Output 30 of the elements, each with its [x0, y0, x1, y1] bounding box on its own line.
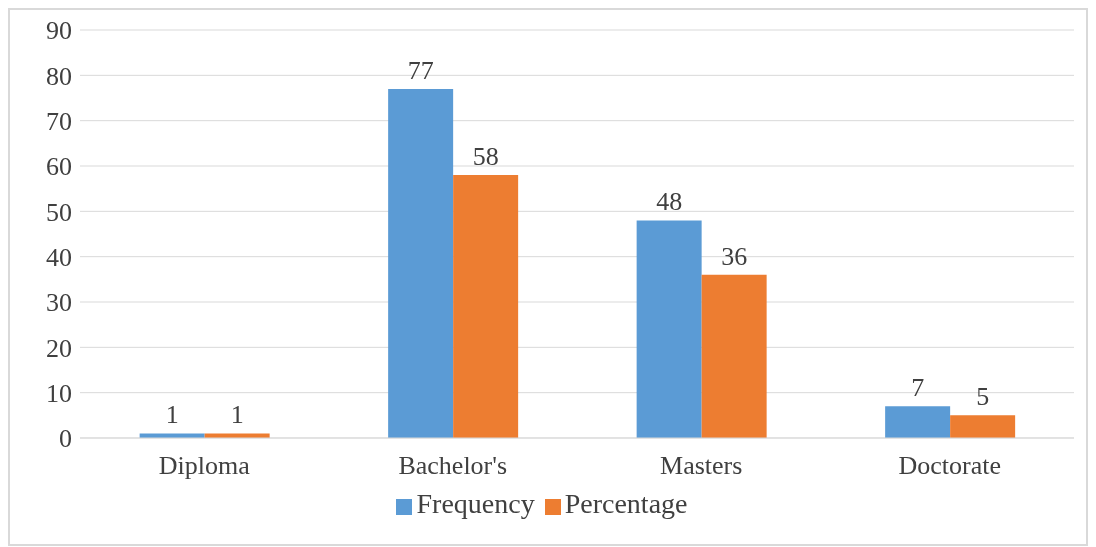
y-tick-label: 30	[46, 288, 72, 318]
y-tick-label: 60	[46, 152, 72, 182]
y-tick-label: 10	[46, 378, 72, 408]
legend-label: Frequency	[416, 488, 535, 519]
data-label: 7	[911, 373, 925, 403]
bar	[636, 220, 702, 438]
x-tick-label: Masters	[660, 451, 743, 481]
bar	[701, 274, 767, 438]
data-label: 36	[721, 241, 748, 271]
y-tick-label: 70	[46, 106, 72, 136]
x-tick-label: Diploma	[158, 451, 251, 481]
y-tick-label: 0	[59, 424, 72, 454]
y-tick-label: 90	[46, 16, 72, 46]
bar	[885, 406, 951, 438]
data-label: 1	[165, 400, 179, 430]
data-label: 58	[472, 142, 499, 172]
data-label: 77	[407, 55, 434, 85]
y-tick-label: 20	[46, 333, 72, 363]
y-tick-label: 80	[46, 61, 72, 91]
legend-label: Percentage	[564, 488, 688, 519]
y-tick-label: 40	[46, 242, 72, 272]
x-tick-label: Bachelor's	[398, 451, 508, 481]
bar	[388, 88, 454, 438]
y-tick-label: 50	[46, 197, 72, 227]
data-label: 1	[230, 400, 244, 430]
bar	[453, 175, 519, 438]
data-label: 48	[656, 187, 683, 217]
x-tick-label: Doctorate	[898, 451, 1002, 481]
bar	[950, 415, 1016, 438]
data-label: 5	[976, 382, 990, 412]
